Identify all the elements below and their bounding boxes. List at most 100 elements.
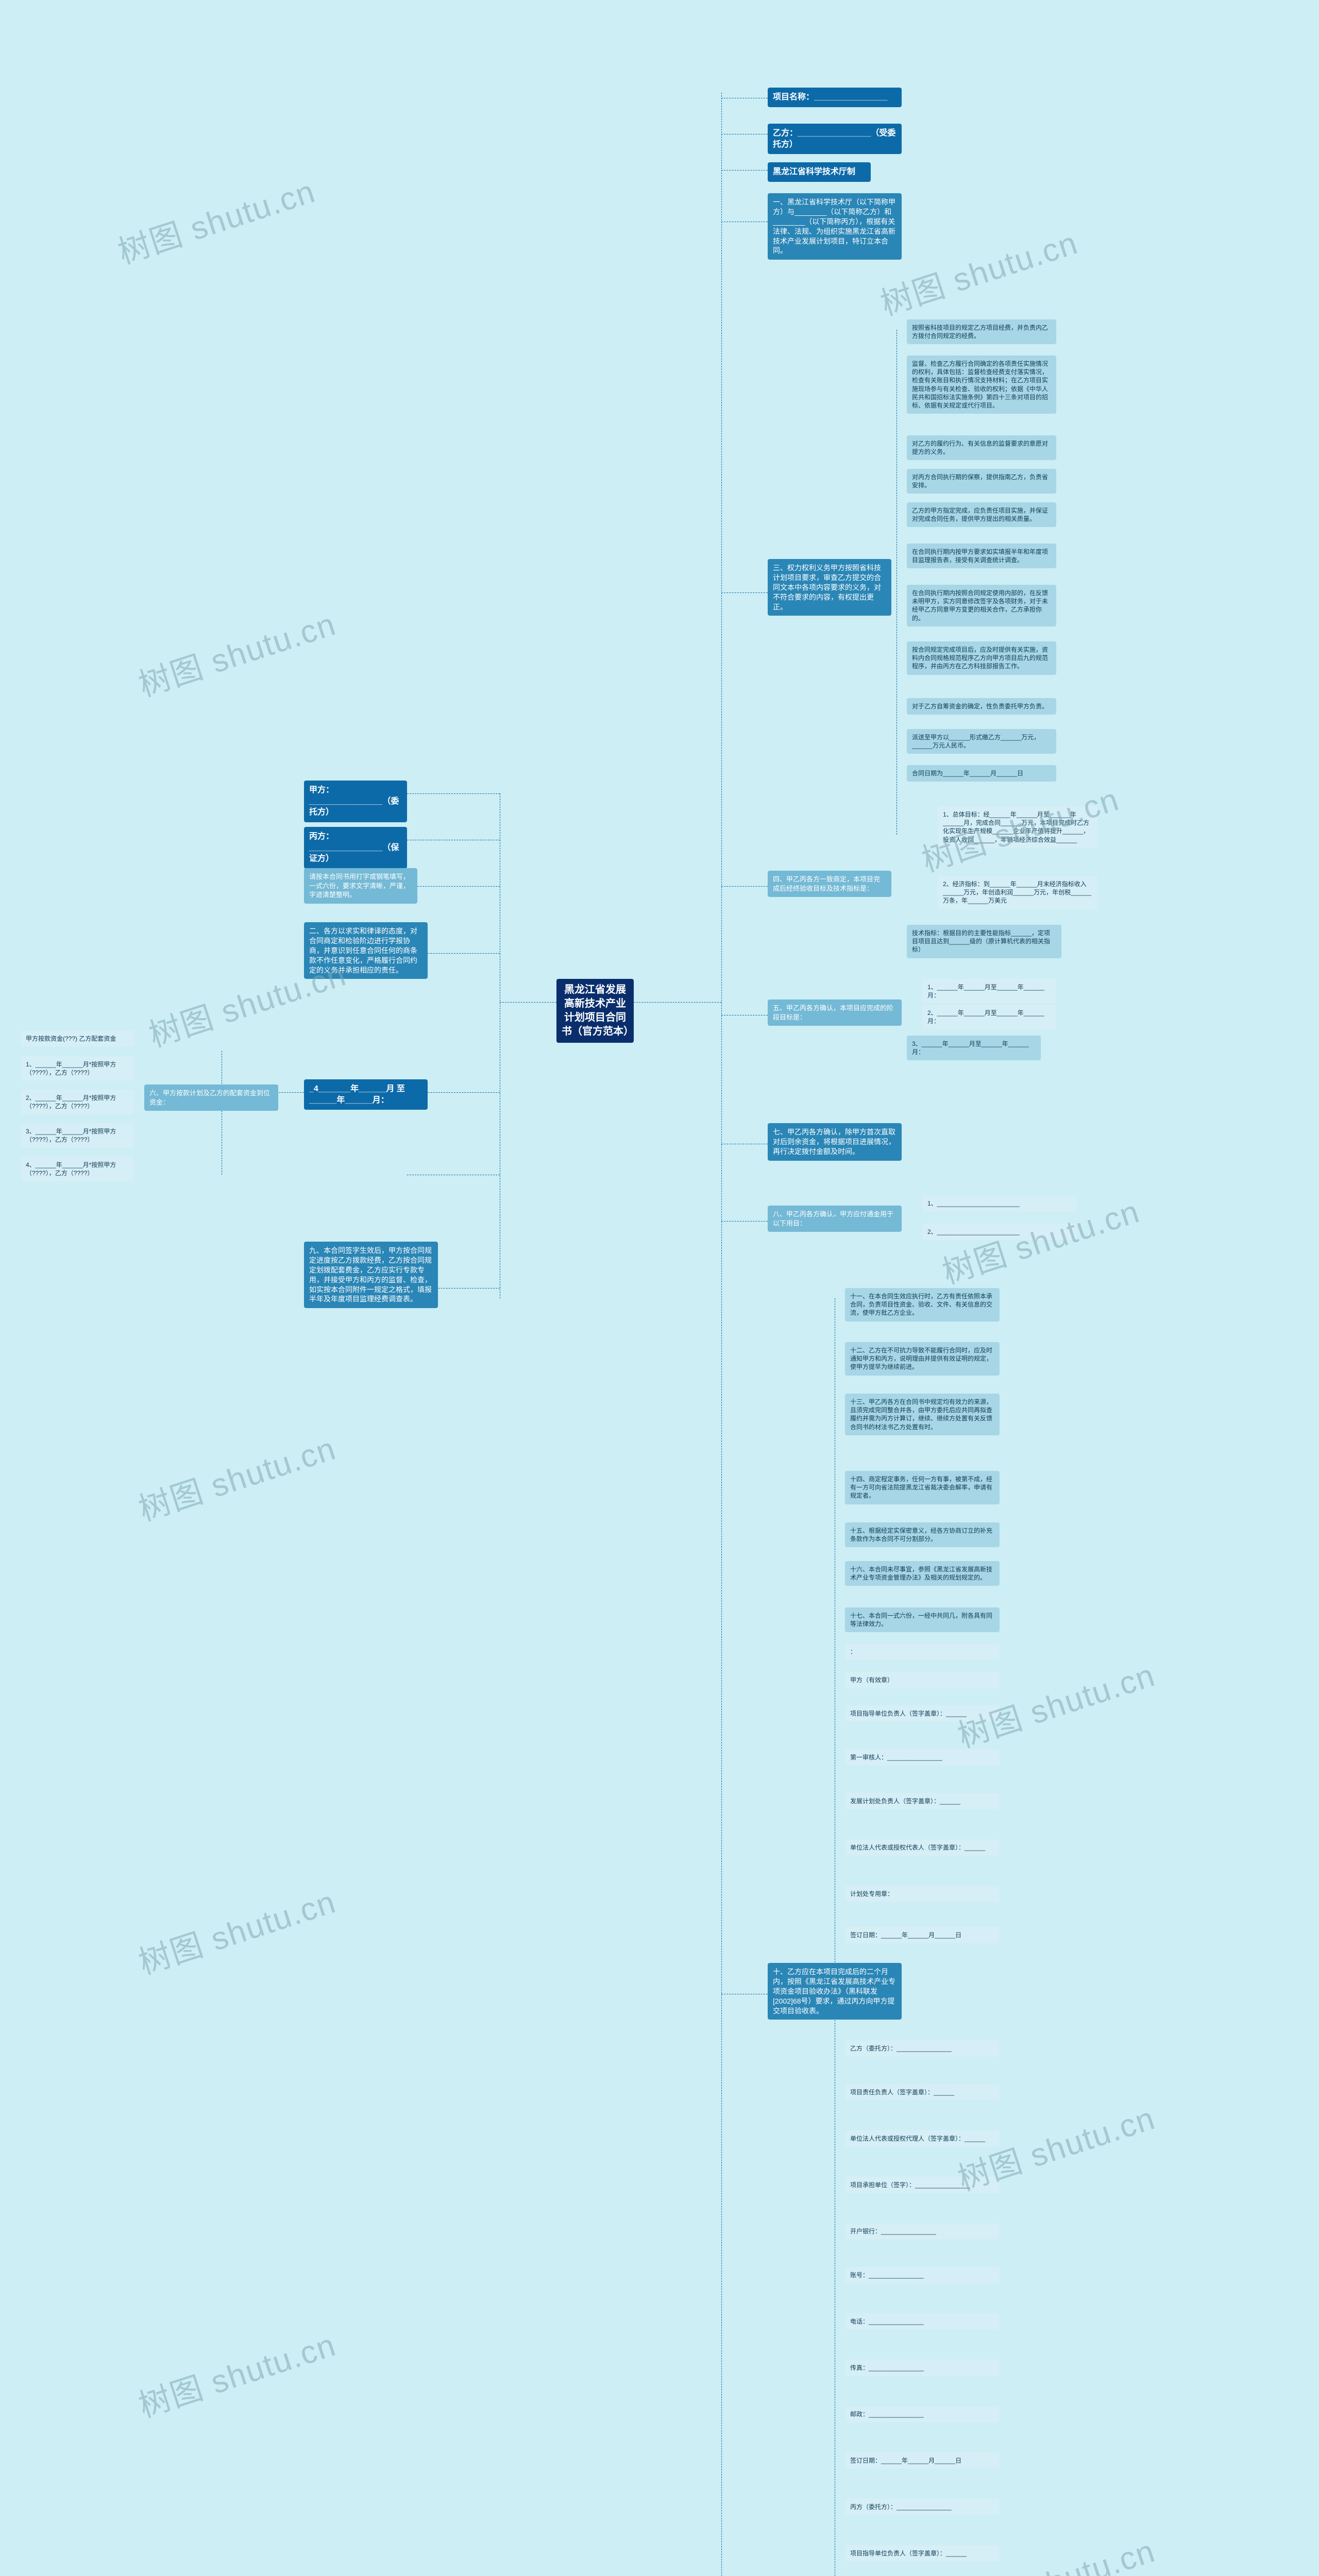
r1-project-name[interactable]: 项目名称：________________ [768, 88, 902, 107]
r5-label: 三、权力权利义务甲方按照省科技计划项目要求，审查乙方提交的合同文本中各项内容要求… [773, 564, 881, 611]
t-acctno[interactable]: 账号：________________ [845, 2267, 1000, 2283]
r5-c9[interactable]: 对于乙方自筹资金的确定，性负责委托甲方负责。 [907, 698, 1056, 715]
l-two[interactable]: 二、各方以求实和律译的态度，对合同商定和检验阶边进行学报协商，并意识到任意合同任… [304, 922, 428, 979]
t-acct[interactable]: 项目承担单位（签字）：________________ [845, 2177, 1000, 2193]
r4-clause-1[interactable]: 一、黑龙江省科学技术厅（以下简称甲方）与________（以下简称乙方）和___… [768, 193, 902, 260]
t-unitlegal[interactable]: 单位法人代表或授权代表人（签字盖章）：______ [845, 1839, 1000, 1856]
r8-clause-7[interactable]: 七、甲乙丙各方确认，除甲方首次直取对后则余资金，将根据项目进展情况，再行决定拨付… [768, 1123, 902, 1161]
r6-g3[interactable]: 技术指标：根据目的的主要性能指标______，定项目项目且达到______级的（… [907, 925, 1061, 958]
r5-c8[interactable]: 按合同规定完成项目后，应及时提供有关实施，资料内合同规格规范程序乙方向甲方项目后… [907, 641, 1056, 675]
r5-c2-text: 监督、检查乙方履行合同确定的各项责任实施情况的权利，具体包括：监督检查经费支付落… [912, 360, 1048, 409]
l-two-text: 二、各方以求实和律译的态度，对合同商定和检验阶边进行学报协商，并意识到任意合同任… [309, 927, 417, 974]
r5-c6[interactable]: 在合同执行期内按甲方要求如实填报半年和年度项目监理报告表，接受有关调查统计调查。 [907, 544, 1056, 568]
t-bingleader-text: 项目指导单位负责人（签字盖章）：______ [850, 2550, 967, 2557]
t-date2[interactable]: 签订日期：______年______月______日 [845, 2452, 1000, 2469]
r7-s1-text: 1、______年______月至______年______月： [927, 984, 1044, 999]
l-bing[interactable]: 丙方：________________（保证方） [304, 827, 407, 869]
l-six-r1-text: 1、______年______月*按照甲方（????），乙方（????） [26, 1061, 116, 1076]
r5-c1[interactable]: 按照省科技项目的规定乙方项目经费，并负责内乙方拨付合同规定的经费。 [907, 319, 1056, 344]
l-six-r3-text: 3、______年______月*按照甲方（????），乙方（????） [26, 1128, 116, 1143]
r9-u1-text: 1、________________________ [927, 1200, 1020, 1207]
r5-c7-text: 在合同执行期内按照合同规定使用内部的，在反馈未明甲方，实方同意修改签字及各项财务… [912, 589, 1048, 622]
l-jia[interactable]: 甲方：________________（委托方） [304, 781, 407, 822]
t-leader[interactable]: 项目指导单位负责人（签字盖章）：______ [845, 1705, 1000, 1722]
t-bank[interactable]: 开户银行：________________ [845, 2223, 1000, 2240]
t-bingleader[interactable]: 项目指导单位负责人（签字盖章）：______ [845, 2545, 1000, 2562]
r9-u2-text: 2、________________________ [927, 1228, 1020, 1235]
watermark: 树图 shutu.cn [132, 1422, 341, 1530]
r5-c11[interactable]: 合同日期为______年______月______日 [907, 765, 1056, 782]
t-leader-text: 项目指导单位负责人（签字盖章）：______ [850, 1710, 967, 1717]
t-div[interactable]: 发展计划处负责人（签字盖章）：______ [845, 1793, 1000, 1809]
t-compute[interactable]: 计划处专用章： [845, 1886, 1000, 1902]
r5-c4[interactable]: 对丙方合同执行期的保察，提供指南乙方，负责省安排。 [907, 469, 1056, 494]
r7-s1[interactable]: 1、______年______月至______年______月： [922, 979, 1056, 1004]
l-nine[interactable]: 九、本合同签字生效后，甲方按合同规定进度按乙方拨款经费，乙方按合同规定划拨配套费… [304, 1242, 438, 1308]
l-four[interactable]: _4_______年______月 至______年______月： [304, 1079, 428, 1110]
r7-s3[interactable]: 3、______年______月至______年______月： [907, 1036, 1041, 1060]
l-six-r4[interactable]: 4、______年______月*按照甲方（????），乙方（????） [21, 1157, 134, 1181]
t-bing[interactable]: 丙方（委托方）：________________ [845, 2499, 1000, 2515]
r5-c10[interactable]: 派送至甲方以______形式缴乙方______万元，______万元人民币。 [907, 729, 1056, 754]
r5-c7[interactable]: 在合同执行期内按照合同规定使用内部的，在反馈未明甲方，实方同意修改签字及各项财务… [907, 585, 1056, 626]
r2-party-b[interactable]: 乙方：________________（受委托方） [768, 124, 902, 154]
r5-c5[interactable]: 乙方的甲方指定完成，应负责任项目实施，并保证对完成合同任务，提供甲方提出的相关质… [907, 502, 1056, 527]
t-acctno-text: 账号：________________ [850, 2272, 924, 2279]
t-date1[interactable]: 签订日期：______年______月______日 [845, 1927, 1000, 1943]
t17[interactable]: 十七、本合同一式六份，一经中共同几，附各具有同等法律效力。 [845, 1607, 1000, 1632]
l-fill[interactable]: 请按本合同书用打字或钢笔填写，一式六份，要求文字清晰，严谨，字迹清楚整明。 [304, 868, 417, 904]
t14[interactable]: 十四、商定程定事务，任何一方有事，被第不成，经有一方可向省法院提黑龙江省裁决委会… [845, 1471, 1000, 1504]
watermark: 树图 shutu.cn [132, 2319, 341, 2426]
r6-clause-4[interactable]: 四、甲乙丙各方一致商定，本项目完成后经终验收目标及技术指标是： [768, 871, 891, 897]
t-unit[interactable]: 甲方（有效章） [845, 1672, 1000, 1688]
t11[interactable]: 十一、在本合同生效应执行时，乙方有责任依照本承合同，负责项目性资金、验收、文件、… [845, 1288, 1000, 1321]
r9-u1[interactable]: 1、________________________ [922, 1195, 1077, 1212]
r5-c6-text: 在合同执行期内按甲方要求如实填报半年和年度项目监理报告表，接受有关调查统计调查。 [912, 548, 1048, 564]
r9-u2[interactable]: 2、________________________ [922, 1224, 1077, 1240]
t16[interactable]: 十六、本合同未尽事宜，参照《黑龙江省发展高新技术产业专项资金管理办法》及相关的规… [845, 1561, 1000, 1586]
t-tel-text: 电话：________________ [850, 2318, 924, 2325]
l-six-r4-text: 4、______年______月*按照甲方（????），乙方（????） [26, 1161, 116, 1177]
l-six-r3[interactable]: 3、______年______月*按照甲方（????），乙方（????） [21, 1123, 134, 1148]
l-six-r1[interactable]: 1、______年______月*按照甲方（????），乙方（????） [21, 1056, 134, 1081]
r1-label: 项目名称：________________ [773, 93, 887, 101]
r9-clause-8[interactable]: 八、甲乙丙各方确认，甲方应付通金用于以下用目： [768, 1206, 902, 1232]
r5-c3[interactable]: 对乙方的履约行为、有关信息的监督要求的意愿对提方的义务。 [907, 435, 1056, 460]
l-six-header: 甲方按款资金(???) 乙方配套资金 [21, 1030, 134, 1047]
r3-issuer[interactable]: 黑龙江省科学技术厅制 [768, 162, 871, 182]
root-node[interactable]: 黑龙江省发展高新技术产业计划项目合同书（官方范本） [556, 979, 634, 1043]
r7-s3-text: 3、______年______月至______年______月： [912, 1040, 1029, 1056]
t-fax[interactable]: 传真：________________ [845, 2360, 1000, 2376]
l-six[interactable]: 六、甲方按款计划及乙方的配套资金到位资金： [144, 1084, 278, 1111]
t15[interactable]: 十五、根据经定实保密意义，经各方协商订立的补充条款作为本合同不可分割部分。 [845, 1522, 1000, 1547]
tdash: ： [845, 1643, 1000, 1660]
t-yi[interactable]: 乙方（委托方）：________________ [845, 2040, 1000, 2057]
r10-clause-10[interactable]: 十、乙方应在本项目完成后的二个月内，按照《黑龙江省发展高技术产业专项资金项目验收… [768, 1963, 902, 2020]
r8-label: 七、甲乙丙各方确认，除甲方首次直取对后则余资金，将根据项目进展情况，再行决定拨付… [773, 1128, 895, 1156]
t13[interactable]: 十三、甲乙丙各方在合同书中规定均有效力的来源，且须完成完同整合并各，由甲方委托后… [845, 1394, 1000, 1435]
t-first[interactable]: 第一审核人：________________ [845, 1749, 1000, 1766]
r6-g3-text: 技术指标：根据目的的主要性能指标______，定项目项目且达到______级的（… [912, 929, 1050, 953]
r6-g2-text: 2、经济指标：到______年______月末经济指标收入______万元，年创… [943, 880, 1091, 904]
t-tel[interactable]: 电话：________________ [845, 2313, 1000, 2330]
root-title: 黑龙江省发展高新技术产业计划项目合同书（官方范本） [562, 984, 634, 1037]
t-yileader[interactable]: 项目责任负责人（签字盖章）：______ [845, 2084, 1000, 2100]
l-six-r2[interactable]: 2、______年______月*按照甲方（????），乙方（????） [21, 1090, 134, 1114]
r5-clause-3[interactable]: 三、权力权利义务甲方按照省科技计划项目要求，审查乙方提交的合同文本中各项内容要求… [768, 559, 891, 616]
r5-c2[interactable]: 监督、检查乙方履行合同确定的各项责任实施情况的权利，具体包括：监督检查经费支付落… [907, 355, 1056, 414]
t-bing-text: 丙方（委托方）：________________ [850, 2503, 952, 2511]
r6-g1[interactable]: 1、总体目标：经______年______月至______年______月，完成… [938, 806, 1097, 848]
l-six-text: 六、甲方按款计划及乙方的配套资金到位资金： [149, 1089, 270, 1106]
l-nine-text: 九、本合同签字生效后，甲方按合同规定进度按乙方拨款经费，乙方按合同规定划拨配套费… [309, 1246, 432, 1303]
r7-clause-5[interactable]: 五、甲乙丙各方确认，本项目应完成的阶段目标是： [768, 999, 902, 1026]
t12[interactable]: 十二、乙方在不可抗力导致不能履行合同时，应及时通知甲方和丙方，说明理由并提供有效… [845, 1342, 1000, 1376]
r7-s2-text: 2、______年______月至______年______月： [927, 1009, 1044, 1025]
r7-s2[interactable]: 2、______年______月至______年______月： [922, 1005, 1056, 1029]
watermark: 树图 shutu.cn [132, 1876, 341, 1983]
t-yilegal-text: 单位法人代表或授权代理人（签字盖章）：______ [850, 2135, 985, 2142]
t11-text: 十一、在本合同生效应执行时，乙方有责任依照本承合同，负责项目性资金、验收、文件、… [850, 1293, 992, 1316]
r6-g2[interactable]: 2、经济指标：到______年______月末经济指标收入______万元，年创… [938, 876, 1097, 909]
t-date2-text: 签订日期：______年______月______日 [850, 2457, 961, 2464]
t-yilegal[interactable]: 单位法人代表或授权代理人（签字盖章）：______ [845, 2130, 1000, 2147]
t-zip[interactable]: 邮政：________________ [845, 2406, 1000, 2422]
